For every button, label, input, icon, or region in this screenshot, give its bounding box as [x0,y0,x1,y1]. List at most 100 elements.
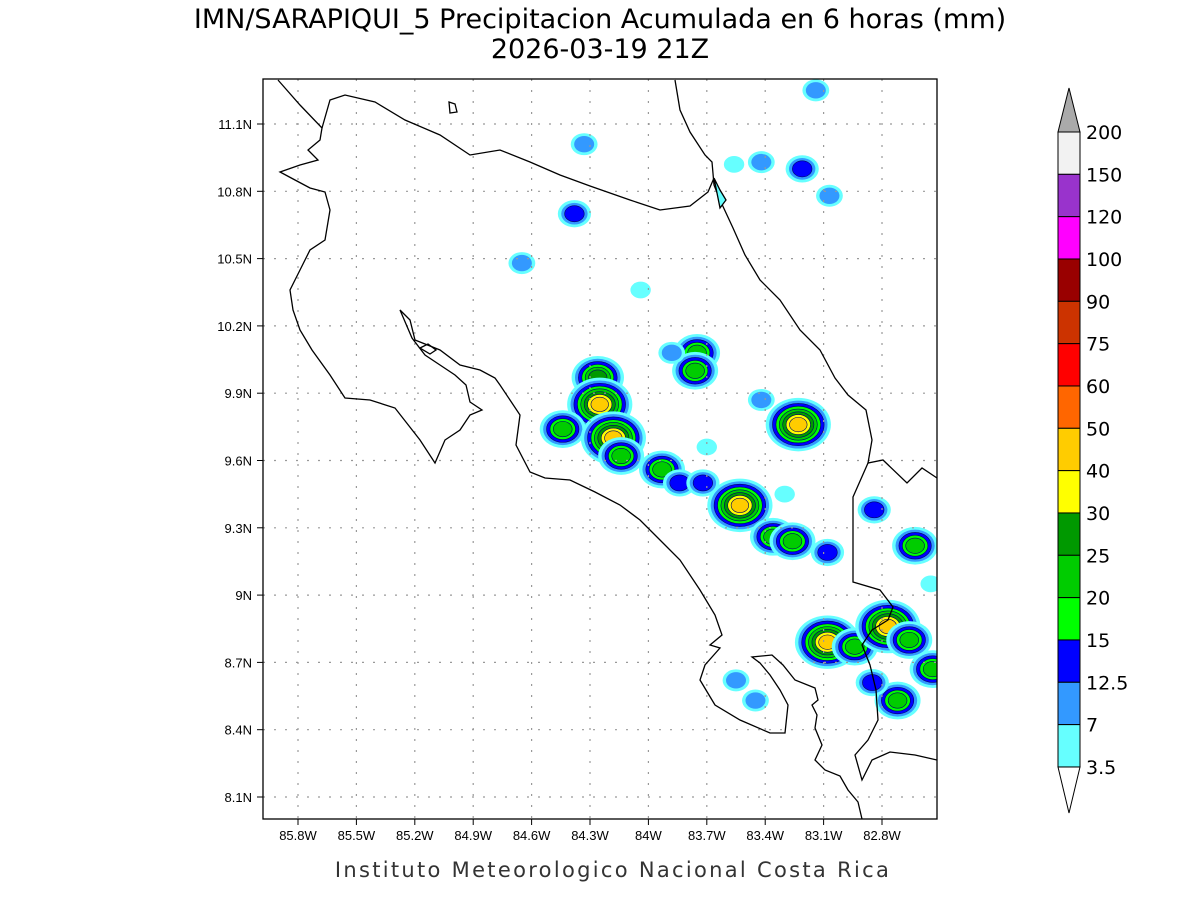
colorbar-label: 20 [1086,588,1110,610]
lat-tick-label: 9.9N [225,386,252,401]
colorbar: 200 150 120 100 90 75 60 50 40 30 25 20 15 12.5 7 3.5 [1057,87,1128,814]
precip-cell [723,156,745,173]
precip-cells [508,79,937,720]
precip-band [652,461,672,478]
lon-tick-label: 83.1W [805,828,843,843]
precip-band [745,692,766,709]
precip-cell [785,155,819,183]
precip-band [511,254,532,272]
precip-band [611,448,631,465]
colorbar-box [1057,512,1081,556]
colorbar-label: 120 [1086,207,1122,229]
lon-tick-label: 83.7W [688,828,726,843]
colorbar-label: 100 [1086,249,1122,271]
precip-band [630,281,651,299]
precip-band [696,438,718,456]
caribbean-coast [674,79,937,484]
precip-band [726,672,747,689]
precip-cell [539,410,586,448]
title-line1: IMN/SARAPIQUI_5 Precipitacion Acumulada … [194,4,1006,35]
cocos-spit [713,177,727,210]
precip-band [692,474,714,492]
map-frame [262,78,938,820]
colorbar-label: 200 [1086,122,1122,144]
colorbar-box [1057,258,1081,302]
coastlines [277,79,937,819]
lon-tick-label: 85.5W [338,828,376,843]
precip-band [564,205,585,223]
title-line2: 2026-03-19 21Z [491,34,709,65]
colorbar-box [1057,639,1081,683]
precip-cell [765,397,831,452]
precip-band [922,661,937,678]
lat-tick-label: 9N [235,588,252,603]
colorbar-label: 150 [1086,164,1122,186]
lake-island [448,101,458,114]
precip-band [751,153,772,171]
precip-cell [707,478,773,533]
credit-text: Instituto Meteorologico Nacional Costa R… [335,858,891,882]
precip-band [887,692,908,709]
lat-tick-label: 8.7N [225,655,252,670]
colorbar-label: 25 [1086,545,1110,567]
lon-tick-label: 84.3W [571,828,609,843]
colorbar-label: 30 [1086,503,1110,525]
precip-band [789,417,808,433]
grid-lines [263,79,937,819]
precip-band [792,160,813,178]
precip-cell [857,496,891,524]
lat-tick-label: 8.4N [225,723,252,738]
colorbar-box [1057,724,1081,768]
precip-cell [802,79,830,102]
colorbar-box [1057,173,1081,218]
colorbar-label: 15 [1086,630,1110,652]
precip-cell [686,469,720,497]
precip-band [723,156,745,173]
precip-cell [722,669,750,692]
precip-cell [742,689,769,712]
precip-cell [672,351,719,390]
precip-band [845,638,865,655]
precip-cell [598,437,645,475]
lon-tick-label: 84.9W [454,828,492,843]
lat-tick-label: 10.8N [217,184,252,199]
precip-band [905,537,925,554]
precip-cell [892,526,937,565]
pacific-coast [277,79,863,819]
lon-tick-label: 84W [635,828,662,843]
colorbar-label: 75 [1086,334,1110,356]
colorbar-box [1057,385,1081,429]
precip-cell [810,538,845,567]
precip-cell [662,469,697,497]
lat-tick-label: 9.6N [225,453,252,468]
axis-ticks: 85.8W 85.5W 85.2W 84.9W 84.6W 84.3W 84W 83.7W 83… [217,117,901,843]
precip-cell [874,681,921,720]
lat-tick-label: 10.5N [217,252,252,267]
lat-tick-label: 11.1N [218,117,252,132]
colorbar-label: 40 [1086,461,1110,483]
lon-tick-label: 84.6W [513,828,551,843]
precip-cell [855,668,889,697]
colorbar-box [1057,427,1081,472]
precip-band [774,485,795,503]
precip-band [819,187,840,204]
precip-band [817,544,838,561]
colorbar-over-triangle [1057,87,1081,133]
colorbar-box [1057,681,1081,726]
precip-cell [747,388,775,411]
lon-tick-label: 85.2W [396,828,434,843]
precip-cell [747,151,775,174]
precip-cell [658,341,686,364]
colorbar-under-triangle [1057,766,1081,814]
precip-cell [909,650,937,688]
precip-cell [769,522,816,561]
precip-band [751,391,772,409]
precip-cell [886,621,933,659]
precip-band [661,344,682,362]
colorbar-label: 3.5 [1086,757,1116,779]
precip-band [730,497,750,513]
colorbar-label: 7 [1086,715,1098,737]
precip-band [553,421,573,438]
lon-tick-label: 85.8W [279,828,317,843]
